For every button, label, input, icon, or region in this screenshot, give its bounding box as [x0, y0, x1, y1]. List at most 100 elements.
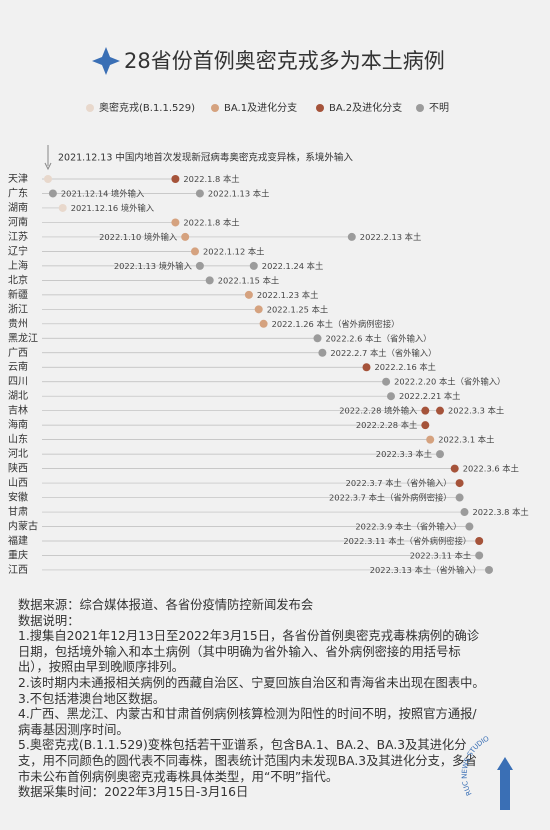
case-label: 2022.3.11 本土（省外病例密接） [343, 536, 471, 546]
legend-label: BA.1及进化分支 [224, 101, 297, 114]
case-date: 2022.2.28 [356, 420, 398, 430]
case-dot [465, 522, 474, 531]
case-dot [205, 276, 214, 285]
case-note: 境外输入 [384, 405, 417, 415]
case-note: 本土 [223, 174, 240, 184]
case-dot [387, 392, 395, 401]
province: 新疆 [8, 288, 28, 301]
case-dot [171, 175, 180, 183]
case-dot [421, 406, 430, 415]
case-note: 本土（省外病例密接） [316, 318, 399, 328]
case-note: 本土 [455, 550, 472, 560]
case-date: 2022.3.7 [346, 478, 383, 488]
case-label: 2022.3.6 本土 [463, 463, 519, 473]
province: 吉林 [8, 404, 28, 417]
case-date: 2022.3.3 [376, 449, 413, 459]
case-dot [244, 290, 253, 299]
province: 辽宁 [8, 244, 28, 257]
case-date: 2022.1.8 [183, 217, 220, 227]
case-date: 2022.2.20 [394, 376, 436, 386]
case-dot [485, 565, 493, 574]
case-date: 2022.1.8 [183, 174, 220, 184]
case-label: 2022.1.23 本土 [257, 289, 318, 299]
case-date: 2022.1.13 [208, 188, 250, 198]
case-note: 境外输入 [159, 260, 192, 270]
province: 内蒙古 [8, 520, 38, 533]
case-note: 本土 [401, 420, 418, 430]
case-dot [436, 450, 444, 459]
notes: 数据来源：综合媒体报道、各省份疫情防控新闻发布会 数据说明： 1.搜集自2021… [18, 598, 488, 801]
province: 江苏 [8, 230, 28, 243]
case-note: 本土 [512, 507, 529, 517]
case-label: 2022.2.16 本土 [375, 362, 436, 372]
case-note: 本土 [302, 289, 319, 299]
case-date: 2022.2.21 [399, 391, 441, 401]
case-dot [254, 305, 263, 314]
case-note: 本土（省外输入） [439, 376, 505, 386]
province: 天津 [8, 173, 28, 185]
case-date: 2022.2.6 [326, 333, 363, 343]
note-item: 3.不包括港澳台地区数据。 [18, 691, 165, 706]
source: 数据来源：综合媒体报道、各省份疫情防控新闻发布会 [18, 598, 314, 612]
case-label: 2022.1.8 本土 [183, 174, 239, 184]
case-date: 2022.1.26 [272, 318, 314, 328]
case-label: 2022.2.28 本土 [356, 420, 417, 430]
legend-label: 不明 [429, 102, 449, 114]
case-dot [48, 189, 57, 198]
case-note: 境外输入 [111, 188, 144, 198]
province: 陕西 [8, 462, 28, 475]
province: 河北 [8, 448, 28, 460]
case-label: 2022.1.26 本土（省外病例密接） [272, 318, 400, 328]
case-date: 2022.2.28 [339, 405, 381, 415]
province: 上海 [8, 259, 28, 272]
province: 重庆 [8, 548, 28, 561]
case-note: 本土（省外输入） [365, 333, 431, 343]
province: 浙江 [8, 303, 28, 315]
case-label: 2022.1.8 本土 [183, 217, 239, 227]
case-date: 2022.3.11 [343, 536, 385, 546]
case-dot [362, 363, 371, 372]
province: 江西 [8, 564, 28, 576]
province: 黑龙江 [8, 331, 38, 344]
case-label: 2022.1.25 本土 [267, 304, 328, 314]
case-dot [195, 189, 204, 198]
case-label: 2021.12.14 境外输入 [61, 188, 144, 198]
case-date: 2022.1.25 [267, 304, 309, 314]
case-dot [249, 261, 258, 270]
arrow-head [44, 162, 52, 171]
case-note: 本土 [307, 260, 324, 270]
case-label: 2022.2.20 本土（省外输入） [394, 376, 505, 386]
case-label: 2022.1.10 境外输入 [99, 231, 177, 241]
case-dot [475, 551, 484, 560]
case-dot [171, 218, 180, 227]
case-label: 2022.3.7 本土（省外病例密接） [329, 492, 452, 502]
case-note: 境外输入 [144, 231, 177, 241]
case-note: 本土 [419, 362, 436, 372]
province: 山东 [8, 433, 28, 446]
case-note: 本土 [478, 434, 495, 444]
case-date: 2022.1.13 [114, 260, 156, 270]
case-label: 2021.12.16 境外输入 [71, 202, 154, 212]
case-date: 2022.2.13 [360, 231, 402, 241]
province: 河南 [8, 215, 28, 228]
case-dot [58, 203, 67, 212]
notes-title: 数据说明： [18, 613, 80, 628]
province: 广西 [8, 347, 28, 359]
case-label: 2022.1.12 本土 [203, 246, 264, 256]
case-date: 2022.1.15 [218, 275, 260, 285]
case-label: 2022.3.1 本土 [438, 434, 494, 444]
case-note: 本土（省外输入） [415, 564, 481, 574]
note-item: 4.广西、黑龙江、内蒙古和甘肃首例病例核算检测为阳性的时间不明，按照官方通报/病… [18, 707, 477, 737]
star-icon [92, 47, 120, 75]
case-label: 2022.2.7 本土（省外输入） [330, 347, 436, 357]
case-label: 2022.2.6 本土（省外输入） [326, 333, 432, 343]
case-dot [455, 479, 464, 488]
brand: RUC NEWS STUDIO [461, 734, 491, 797]
case-label: 2022.1.13 境外输入 [114, 260, 192, 270]
case-date: 2021.12.14 [61, 188, 109, 198]
lighthouse-top [497, 757, 513, 770]
province: 甘肃 [8, 505, 28, 518]
case-note: 本土 [223, 217, 240, 227]
legend-dot [416, 104, 424, 112]
